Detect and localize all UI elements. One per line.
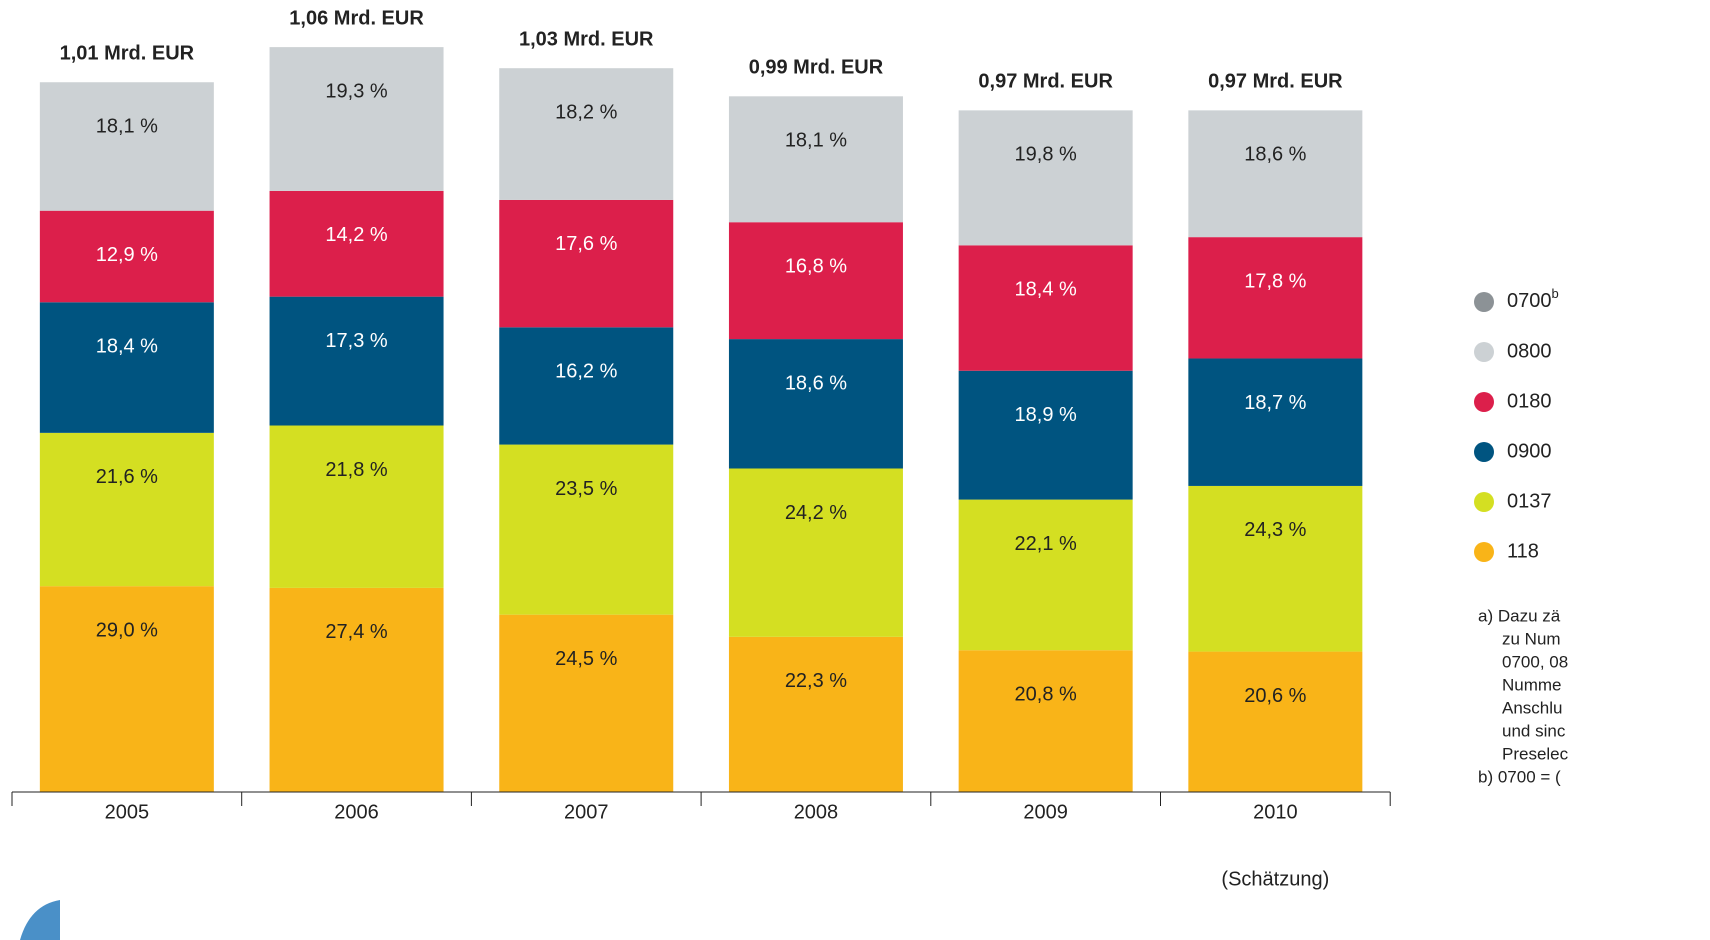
x-tick-label: 2009: [1023, 801, 1068, 823]
segment-label: 22,3 %: [785, 670, 847, 692]
segment-label: 17,6 %: [555, 233, 617, 255]
bar-segment: [1188, 358, 1363, 486]
x-tick-label: 2008: [794, 801, 839, 823]
x-tick-label: 2006: [334, 801, 379, 823]
bar-segment: [958, 110, 1133, 246]
segment-label: 14,2 %: [325, 224, 387, 246]
total-label: 0,97 Mrd. EUR: [978, 71, 1113, 93]
bar-segment: [958, 370, 1133, 500]
bar-segment: [39, 302, 214, 433]
legend-swatch: [1474, 492, 1494, 512]
footnote: Preselec: [1502, 744, 1569, 763]
segment-label: 18,4 %: [1015, 279, 1077, 301]
bar-segment: [1188, 110, 1363, 238]
segment-label: 21,8 %: [325, 459, 387, 481]
bar-segment: [1188, 237, 1363, 359]
total-label: 0,97 Mrd. EUR: [1208, 71, 1343, 93]
bar-segment: [728, 222, 903, 340]
legend-swatch: [1474, 392, 1494, 412]
bar-segment: [269, 47, 444, 191]
bar-segment: [269, 296, 444, 426]
bar-segment: [39, 432, 214, 587]
logo: [20, 900, 60, 940]
segment-label: 12,9 %: [96, 244, 158, 266]
segment-label: 24,3 %: [1244, 519, 1306, 541]
bar-segment: [499, 68, 674, 200]
segment-label: 21,6 %: [96, 466, 158, 488]
bar-segment: [39, 210, 214, 303]
bar-segment: [39, 82, 214, 211]
x-tick-label: 2007: [564, 801, 609, 823]
segment-label: 27,4 %: [325, 621, 387, 643]
segment-label: 24,2 %: [785, 502, 847, 524]
legend-swatch: [1474, 292, 1494, 312]
x-tick-label: 2010: [1253, 801, 1298, 823]
footnote: Anschlu: [1502, 698, 1562, 717]
x-tick-label: 2005: [105, 801, 150, 823]
bar-segment: [958, 650, 1133, 792]
bar-segment: [728, 468, 903, 637]
legend-label: 118: [1507, 540, 1539, 562]
bar-segment: [499, 199, 674, 328]
legend-label: 0900: [1507, 440, 1552, 462]
total-label: 1,01 Mrd. EUR: [60, 43, 195, 65]
bar-segment: [39, 586, 214, 792]
legend-note: b: [1552, 286, 1559, 301]
segment-label: 18,2 %: [555, 101, 617, 123]
legend-swatch: [1474, 542, 1494, 562]
bar-segment: [958, 499, 1133, 651]
segment-label: 18,6 %: [1244, 144, 1306, 166]
bar-segment: [499, 327, 674, 445]
total-label: 1,03 Mrd. EUR: [519, 28, 654, 50]
bar-segment: [1188, 651, 1363, 792]
legend-label: 0137: [1507, 490, 1552, 512]
bar-segment: [1188, 485, 1363, 652]
bar-segment: [499, 614, 674, 792]
segment-label: 20,8 %: [1015, 683, 1077, 705]
segment-label: 17,8 %: [1244, 270, 1306, 292]
segment-label: 18,9 %: [1015, 404, 1077, 426]
bar-segment: [269, 587, 444, 792]
legend-text: 0700: [1507, 290, 1552, 312]
segment-label: 18,1 %: [785, 130, 847, 152]
segment-label: 20,6 %: [1244, 685, 1306, 707]
total-label: 1,06 Mrd. EUR: [289, 7, 424, 29]
segment-label: 29,0 %: [96, 619, 158, 641]
x-tick-note: (Schätzung): [1221, 868, 1329, 890]
segment-label: 18,4 %: [96, 336, 158, 358]
footnote: a) Dazu zä: [1478, 606, 1561, 625]
legend-swatch: [1474, 442, 1494, 462]
footnote: 0700, 08: [1502, 652, 1568, 671]
footnote: und sinc: [1502, 721, 1566, 740]
segment-label: 24,5 %: [555, 648, 617, 670]
bar-segment: [728, 636, 903, 792]
bar-segment: [269, 190, 444, 297]
bar-segment: [499, 444, 674, 615]
footnote: b) 0700 = (: [1478, 767, 1561, 786]
total-label: 0,99 Mrd. EUR: [749, 57, 884, 79]
bar-segment: [728, 339, 903, 469]
segment-label: 18,1 %: [96, 116, 158, 138]
segment-label: 17,3 %: [325, 330, 387, 352]
segment-label: 18,6 %: [785, 372, 847, 394]
footnote: zu Num: [1502, 629, 1561, 648]
bar-segment: [958, 245, 1133, 371]
legend-label: 0700b: [1507, 286, 1559, 312]
segment-label: 16,2 %: [555, 361, 617, 383]
bar-segment: [728, 96, 903, 223]
segment-label: 16,8 %: [785, 256, 847, 278]
segment-label: 19,3 %: [325, 80, 387, 102]
segment-label: 18,7 %: [1244, 392, 1306, 414]
segment-label: 23,5 %: [555, 478, 617, 500]
legend-label: 0180: [1507, 390, 1552, 412]
segment-label: 19,8 %: [1015, 144, 1077, 166]
legend-swatch: [1474, 342, 1494, 362]
footnote: Numme: [1502, 675, 1562, 694]
bar-segment: [269, 425, 444, 588]
segment-label: 22,1 %: [1015, 533, 1077, 555]
legend-label: 0800: [1507, 340, 1552, 362]
